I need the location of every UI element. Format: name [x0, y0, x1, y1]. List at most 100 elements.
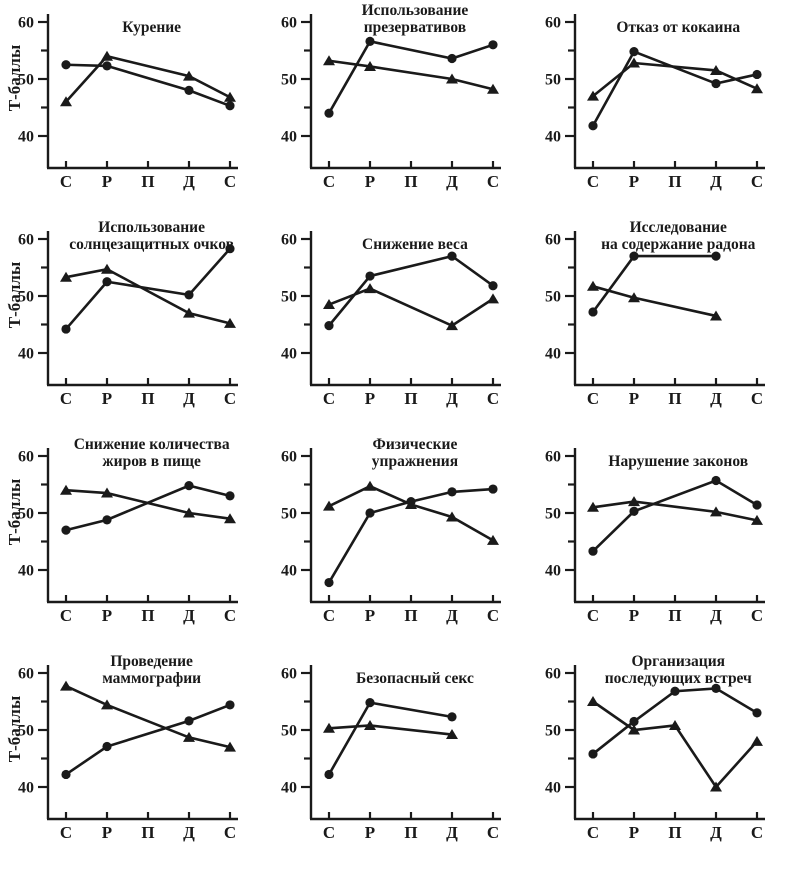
triangle-marker — [586, 501, 599, 512]
triangle-marker — [709, 310, 722, 321]
x-tick-label: П — [668, 823, 681, 842]
x-tick-label: С — [60, 389, 72, 408]
circle-marker — [628, 251, 639, 261]
series-circle — [587, 47, 762, 131]
chart-canvas: 60 50 40 С Р П Д С — [281, 448, 502, 625]
circle-marker — [710, 251, 721, 261]
circle-marker — [102, 277, 112, 287]
chart-title: Использование солнцезащитных очков — [69, 219, 234, 253]
y-tick-label: 60 — [18, 15, 34, 32]
circle-marker — [365, 36, 375, 46]
y-tick-label: 50 — [18, 723, 34, 740]
series-triangle — [323, 55, 500, 94]
axes: 60 50 40 С Р П Д С — [545, 231, 765, 408]
y-tick-label: 50 — [281, 506, 297, 523]
y-tick-label: 50 — [18, 289, 34, 306]
circle-marker — [587, 307, 598, 317]
chart-canvas: 60 50 40 С Р П Д С — [545, 448, 765, 625]
y-tick-label: 60 — [281, 449, 297, 466]
triangle-marker — [364, 719, 377, 730]
circle-marker — [488, 40, 498, 50]
triangle-marker — [446, 73, 459, 84]
chart-title: Исследование на содержание радона — [601, 219, 756, 253]
series-circle — [587, 683, 762, 759]
axes: 60 50 40 С Р П Д С — [281, 448, 502, 625]
triangle-marker — [100, 699, 113, 710]
circle-marker — [447, 712, 457, 722]
series-circle — [61, 60, 235, 111]
chart-canvas: 60 50 40 С Р П Д С — [545, 14, 765, 191]
y-axis-title: Т-баллы — [5, 478, 24, 546]
circle-marker — [751, 69, 762, 80]
x-tick-label: Р — [102, 172, 112, 191]
x-tick-label: Р — [102, 606, 112, 625]
chart-canvas: 60 50 40 С Р П Д С — [18, 231, 238, 408]
triangle-marker — [59, 484, 72, 495]
x-tick-label: С — [487, 823, 499, 842]
triangle-marker — [586, 90, 599, 101]
circle-marker — [488, 484, 498, 494]
x-tick-label: Д — [183, 823, 195, 842]
x-tick-label: Р — [365, 606, 375, 625]
x-tick-label: Д — [710, 823, 722, 842]
circle-marker — [324, 769, 334, 780]
circle-marker — [61, 60, 71, 70]
chart-panel: Т-баллы Снижение количества жиров в пище… — [0, 434, 263, 651]
x-tick-label: Д — [183, 389, 195, 408]
axes: 60 50 40 С Р П Д С — [545, 14, 765, 191]
series-triangle — [323, 480, 500, 545]
x-tick-label: С — [323, 823, 335, 842]
y-tick-label: 50 — [281, 723, 297, 740]
y-tick-label: 60 — [18, 232, 34, 249]
chart-panel: Безопасный секс 60 50 40 С Р П Д С — [263, 651, 526, 868]
chart-canvas: 60 50 40 С Р П Д С — [281, 14, 502, 191]
circle-marker — [184, 290, 194, 300]
x-tick-label: П — [141, 389, 154, 408]
chart-title: Физические упражнения — [371, 436, 459, 470]
axes: 60 50 40 С Р П Д С — [281, 14, 502, 191]
triangle-marker — [323, 500, 336, 511]
y-tick-label: 60 — [545, 666, 561, 683]
chart-panel: Снижение веса 60 50 40 С Р П Д С — [263, 217, 526, 434]
y-tick-label: 50 — [281, 72, 297, 89]
circle-marker — [225, 491, 235, 501]
circle-marker — [61, 324, 71, 334]
x-tick-label: С — [224, 823, 236, 842]
chart-canvas: 60 50 40 С Р П Д С — [545, 231, 765, 408]
circle-marker — [710, 78, 721, 89]
series-triangle — [323, 719, 459, 740]
triangle-marker — [59, 680, 72, 691]
y-tick-label: 40 — [281, 345, 297, 362]
chart-canvas: 60 50 40 С Р П Д С — [18, 665, 238, 842]
chart-panel: Исследование на содержание радона 60 50 40… — [527, 217, 790, 434]
y-axis-title: Т-баллы — [5, 44, 24, 112]
series-triangle — [586, 496, 763, 525]
chart-panel: Т-баллы Проведение маммографии 60 50 40 С Р П… — [0, 651, 263, 868]
circle-marker — [184, 85, 194, 96]
circle-marker — [628, 47, 639, 57]
x-tick-label: С — [586, 823, 598, 842]
triangle-marker — [323, 55, 336, 66]
chart-panel: Использование презервативов 60 50 40 С Р П Д С — [263, 0, 526, 217]
triangle-marker — [487, 293, 500, 304]
triangle-marker — [627, 496, 640, 507]
y-tick-label: 50 — [545, 72, 561, 89]
circle-marker — [587, 749, 598, 759]
y-tick-label: 40 — [281, 128, 297, 145]
x-tick-label: Д — [446, 606, 458, 625]
x-tick-label: С — [750, 389, 762, 408]
series-circle — [61, 244, 235, 334]
triangle-marker — [750, 514, 763, 525]
circle-marker — [324, 108, 334, 118]
series-triangle — [323, 283, 500, 331]
triangle-marker — [446, 320, 459, 331]
x-tick-label: С — [487, 172, 499, 191]
chart-panel: Отказ от кокаина 60 50 40 С Р П Д С — [527, 0, 790, 217]
triangle-marker — [223, 513, 236, 524]
y-tick-label: 60 — [545, 449, 561, 466]
circle-marker — [365, 271, 375, 281]
circle-marker — [447, 487, 457, 497]
chart-title: Снижение веса — [362, 236, 468, 253]
circle-marker — [710, 475, 721, 486]
axes: 60 50 40 С Р П Д С — [18, 231, 238, 408]
